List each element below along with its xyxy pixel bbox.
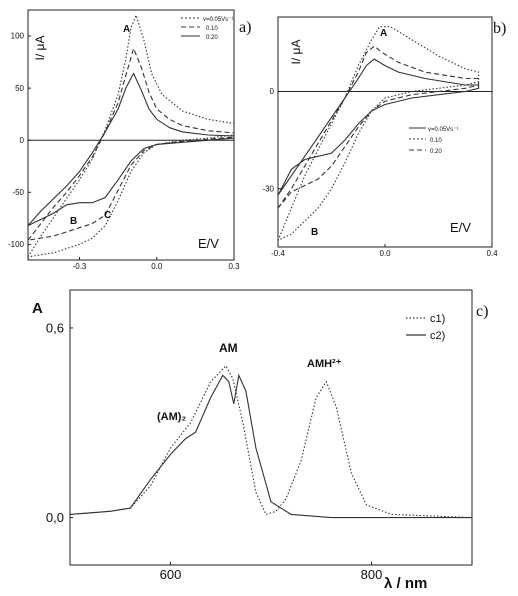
panel-a-ylabel: I/ μA xyxy=(33,36,47,61)
panel-c-legend-c2: c2) xyxy=(430,330,445,342)
x-tick-label: -0.4 xyxy=(271,249,285,258)
x-tick-label: 0.3 xyxy=(228,262,240,271)
panel-a-series xyxy=(27,13,235,258)
panel-c-legend-c1: c1) xyxy=(430,313,445,325)
panel-a-ticks: -0.3 0.0 0.3 100 50 0 -50 -100 xyxy=(8,32,240,271)
y-tick-label: 0,0 xyxy=(46,510,64,525)
panel-b-annotation-B: B xyxy=(311,227,318,238)
y-tick-label: -100 xyxy=(8,240,25,249)
panel-c: 600 800 0,0 0,6 A λ / nm AM AMH²⁺ (AM)₂ c1)… xyxy=(32,289,488,592)
x-tick-label: 0.0 xyxy=(151,262,163,271)
panel-a-xlabel: E/V xyxy=(198,236,219,251)
x-tick-label: 800 xyxy=(361,567,383,582)
panel-b-legend: v=0.05Vs⁻¹ 0.10 0.20 xyxy=(409,127,458,155)
panel-c-ticks: 600 800 0,0 0,6 xyxy=(46,320,382,582)
panel-b-xlabel: E/V xyxy=(450,220,471,235)
x-tick-label: 0.0 xyxy=(379,249,391,258)
panel-a-legend: v=0.05Vs⁻¹ 0.10 0.20 xyxy=(181,17,233,41)
panel-c-ylabel: A xyxy=(32,300,43,317)
panel-b-annotation-A: A xyxy=(380,28,387,39)
y-tick-label: 50 xyxy=(15,84,24,93)
x-tick-label: -0.3 xyxy=(73,262,87,271)
panel-b-legend-1: 0.10 xyxy=(430,138,442,144)
panel-c-xlabel: λ / nm xyxy=(384,575,427,592)
panel-c-label: c) xyxy=(476,303,488,320)
panel-b-label: b) xyxy=(493,20,506,37)
panel-a-legend-0: v=0.05Vs⁻¹ xyxy=(203,17,233,23)
panel-b-series xyxy=(277,26,492,241)
panel-a-label: a) xyxy=(239,19,251,36)
x-tick-label: 0.4 xyxy=(486,249,498,258)
series-line-c2 xyxy=(69,373,472,519)
panel-c-series xyxy=(69,364,473,519)
panel-c-legend: c1) c2) xyxy=(406,313,445,342)
y-tick-label: -30 xyxy=(262,184,274,193)
series-line-c1 xyxy=(69,364,473,519)
panel-c-annotation-AM: AM xyxy=(219,341,238,355)
panel-a-frame xyxy=(27,9,235,261)
panel-b-ylabel: I/ μA xyxy=(289,40,303,65)
panel-a-legend-1: 0.10 xyxy=(206,26,218,32)
x-tick-label: 600 xyxy=(160,567,182,582)
y-tick-label: 0,6 xyxy=(46,320,64,335)
series-line-1 xyxy=(27,72,235,227)
panel-b: -0.4 0.0 0.4 0 -30 I/ μA E/V A B v=0.05Vs⁻¹ … xyxy=(262,16,506,258)
panel-c-annotation-dimer: (AM)₂ xyxy=(157,411,186,423)
panel-a-annotation-A: A xyxy=(123,24,130,35)
panel-b-frame xyxy=(277,16,493,248)
y-tick-label: 0 xyxy=(270,87,275,96)
y-tick-label: -50 xyxy=(12,188,24,197)
series-line-3 xyxy=(27,13,235,258)
panel-c-frame xyxy=(69,289,473,566)
panel-c-annotation-AMH: AMH²⁺ xyxy=(307,358,342,370)
panel-b-legend-2: 0.20 xyxy=(430,149,442,155)
panel-a-legend-2: 0.20 xyxy=(206,35,218,41)
panel-b-ticks: -0.4 0.0 0.4 0 -30 xyxy=(262,87,498,258)
panel-a-annotation-B: B xyxy=(70,216,77,227)
panel-a-annotation-C: C xyxy=(104,210,111,221)
series-line-2 xyxy=(27,46,235,241)
panel-b-legend-0: v=0.05Vs⁻¹ xyxy=(428,127,458,133)
y-tick-label: 0 xyxy=(20,136,25,145)
y-tick-label: 100 xyxy=(11,32,25,41)
series-line-3 xyxy=(277,26,480,241)
